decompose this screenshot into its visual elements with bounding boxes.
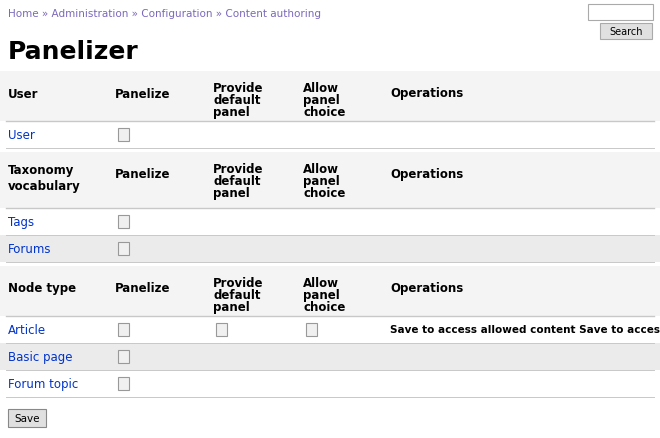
Text: choice: choice: [303, 300, 345, 313]
Text: Allow: Allow: [303, 162, 339, 176]
Text: User: User: [8, 87, 38, 100]
Bar: [0, 370, 660, 397]
Text: panel: panel: [213, 187, 249, 200]
Bar: [117, 129, 129, 141]
Text: panel: panel: [213, 300, 249, 313]
Bar: [0, 153, 660, 208]
Text: Provide: Provide: [213, 162, 263, 176]
Bar: [0, 343, 660, 370]
Text: Taxonomy: Taxonomy: [8, 164, 75, 177]
Text: Operations: Operations: [390, 282, 463, 295]
Text: Search: Search: [609, 27, 643, 37]
Bar: [117, 243, 129, 255]
Bar: [0, 208, 660, 236]
Text: panel: panel: [303, 288, 340, 301]
Bar: [0, 316, 660, 343]
Text: Save: Save: [15, 413, 40, 423]
Text: Basic page: Basic page: [8, 350, 73, 363]
Bar: [117, 323, 129, 336]
Bar: [306, 323, 317, 336]
Text: User: User: [8, 129, 35, 141]
Text: default: default: [213, 175, 261, 187]
Text: Provide: Provide: [213, 82, 263, 95]
Text: Tags: Tags: [8, 215, 34, 229]
Text: panel: panel: [303, 94, 340, 107]
Bar: [8, 409, 46, 427]
Bar: [117, 215, 129, 229]
Text: Article: Article: [8, 323, 46, 336]
Text: choice: choice: [303, 187, 345, 200]
Text: Provide: Provide: [213, 276, 263, 290]
Text: choice: choice: [303, 106, 345, 119]
Text: Panelize: Panelize: [115, 87, 170, 100]
Text: Panelize: Panelize: [115, 168, 170, 181]
Text: panel: panel: [213, 106, 249, 119]
Text: Home » Administration » Configuration » Content authoring: Home » Administration » Configuration » …: [8, 9, 321, 19]
Bar: [588, 5, 653, 21]
Bar: [0, 122, 660, 148]
Bar: [600, 24, 652, 40]
Bar: [216, 323, 226, 336]
Text: Panelizer: Panelizer: [8, 40, 139, 64]
Text: Save to access allowed content Save to access panel list: Save to access allowed content Save to a…: [390, 325, 660, 335]
Text: panel: panel: [303, 175, 340, 187]
Bar: [0, 72, 660, 122]
Text: default: default: [213, 94, 261, 107]
Text: Panelize: Panelize: [115, 282, 170, 295]
Text: Allow: Allow: [303, 82, 339, 95]
Bar: [117, 350, 129, 363]
Bar: [0, 266, 660, 316]
Text: Operations: Operations: [390, 87, 463, 100]
Bar: [0, 236, 660, 262]
Text: Forums: Forums: [8, 243, 51, 255]
Text: Operations: Operations: [390, 168, 463, 181]
Text: vocabulary: vocabulary: [8, 180, 81, 193]
Text: Allow: Allow: [303, 276, 339, 290]
Bar: [117, 377, 129, 390]
Text: default: default: [213, 288, 261, 301]
Text: Node type: Node type: [8, 282, 76, 295]
Text: Forum topic: Forum topic: [8, 377, 79, 390]
